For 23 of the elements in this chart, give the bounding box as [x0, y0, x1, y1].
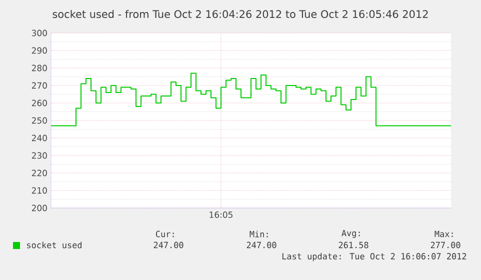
text: Min: [250, 230, 268, 238]
text: 247.00 [154, 242, 184, 248]
y-tick-label: 290 [32, 47, 47, 54]
text: Last update: Tue Oct 2 16:06:07 2012 [282, 252, 466, 262]
x-tick-label: 16:05 [210, 212, 232, 218]
y-tick-label: 220 [32, 170, 47, 176]
text: 247.00 [246, 242, 276, 248]
y-tick-label: 240 [32, 134, 47, 142]
text: Avg: [342, 230, 360, 238]
y-tick-label: 300 [32, 30, 47, 36]
legend-label: socket used [27, 242, 82, 248]
chart-title: socket used - from Tue Oct 2 16:04:26 2012 to Tue Oct 2 16:05:46 2012 [52, 10, 428, 18]
y-tick-label: 230 [32, 152, 47, 159]
y-tick-label: 280 [32, 64, 47, 72]
text: Cur: [156, 230, 174, 238]
text: 277.00 [430, 242, 460, 248]
text: 261.58 [338, 242, 368, 248]
y-tick-label: 200 [32, 204, 47, 212]
y-tick-label: 270 [32, 82, 47, 89]
text: Max: [434, 230, 453, 238]
y-tick-label: 210 [32, 187, 47, 194]
y-tick-label: 260 [32, 100, 47, 106]
y-tick-label: 250 [32, 117, 47, 124]
